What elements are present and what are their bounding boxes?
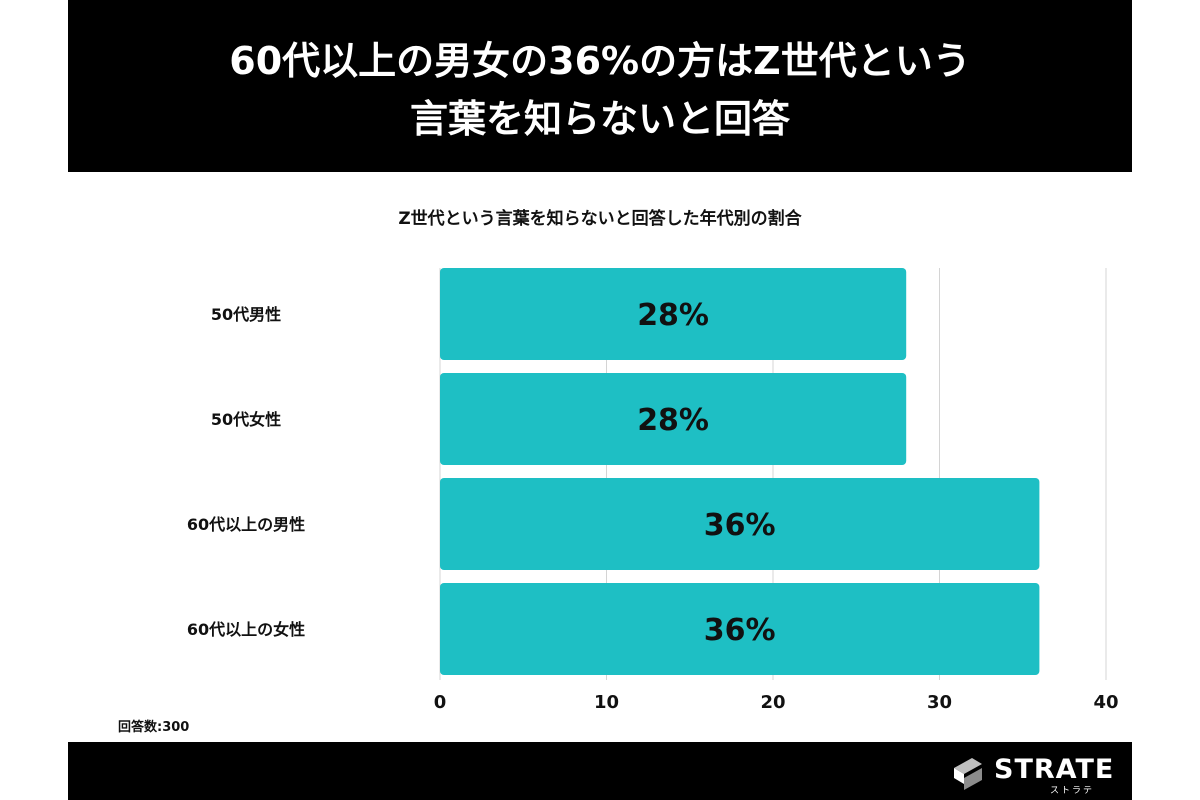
bar-value-label: 36%	[704, 613, 776, 648]
brand-name: STRATE	[994, 754, 1115, 785]
bar	[440, 268, 907, 360]
x-tick-label: 20	[760, 692, 785, 713]
bar-value-label: 36%	[704, 508, 776, 543]
x-tick-label: 30	[927, 692, 952, 713]
sample-size-note: 回答数:300	[118, 720, 190, 735]
category-label: 60代以上の男性	[187, 515, 305, 534]
bar-chart: 28% 50代男性 28% 50代女性 36% 60代以上の男性 36% 60代以上の女性 0 1…	[187, 268, 1119, 713]
x-tick-label: 40	[1093, 692, 1118, 713]
x-tick-label: 0	[434, 692, 447, 713]
bar	[440, 373, 907, 465]
brand-subtitle: ストラテ	[1050, 786, 1095, 796]
brand-logo: STRATE ストラテ	[950, 750, 1120, 796]
headline-line-1: 60代以上の男女の36%の方はZ世代という	[229, 39, 971, 83]
bar	[440, 583, 1040, 675]
x-tick-label: 10	[594, 692, 619, 713]
category-label: 60代以上の女性	[187, 620, 305, 639]
bar-value-label: 28%	[637, 403, 709, 438]
category-label: 50代男性	[211, 305, 281, 324]
chart-title: Z世代という言葉を知らないと回答した年代別の割合	[398, 209, 802, 229]
bar	[440, 478, 1040, 570]
header-banner: 60代以上の男女の36%の方はZ世代という 言葉を知らないと回答	[68, 0, 1132, 172]
footer-banner: STRATE ストラテ	[68, 742, 1132, 800]
strate-logo-icon	[954, 758, 982, 790]
headline-line-2: 言葉を知らないと回答	[409, 97, 790, 141]
bar-value-label: 28%	[637, 298, 709, 333]
category-label: 50代女性	[211, 410, 281, 429]
